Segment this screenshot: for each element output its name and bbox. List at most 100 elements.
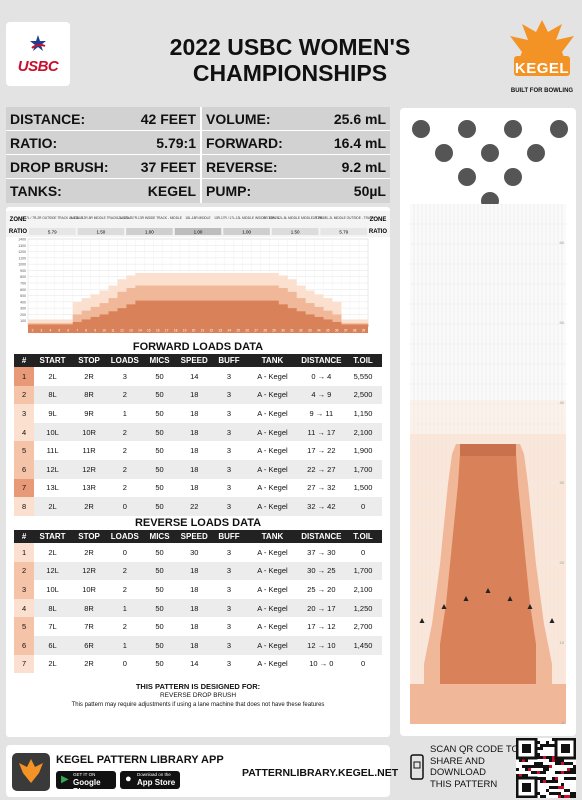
board-label: 12: [120, 329, 124, 333]
profile-bar-base: [359, 324, 369, 327]
profile-bar-base: [90, 316, 100, 327]
table-cell: 14: [190, 659, 199, 669]
spec-value: 9.2 mL: [341, 159, 386, 175]
profile-bar-base: [350, 324, 360, 327]
row-number: 4: [14, 598, 35, 618]
column-header: T.OIL: [344, 354, 382, 367]
board-label: 21: [201, 329, 205, 333]
google-play-button[interactable]: ▶ GET IT ON Google Play: [56, 771, 116, 796]
board-label: 8: [85, 329, 87, 333]
qr-line: DOWNLOAD: [430, 767, 486, 778]
reverse-loads-title: REVERSE LOADS DATA: [134, 517, 262, 529]
design-note-subtitle: REVERSE DROP BRUSH: [159, 692, 237, 699]
table-cell: A - Kegel: [246, 598, 299, 618]
profile-bar-base: [99, 314, 109, 327]
row-number: 8: [14, 497, 35, 516]
profile-bar-base: [278, 304, 288, 327]
table-cell: 30: [190, 547, 199, 557]
spec-label: TANKS:: [10, 183, 62, 199]
table-cell: A - Kegel: [246, 459, 299, 479]
board-label: 23: [219, 329, 223, 333]
spec-value: 5.79:1: [156, 135, 196, 151]
y-tick-label: 200: [20, 313, 26, 317]
app-store-label: App Store: [137, 778, 176, 787]
table-cell: A - Kegel: [257, 483, 288, 493]
design-note-title: THIS PATTERN IS DESIGNED FOR:: [135, 682, 261, 691]
table-cell: A - Kegel: [257, 547, 288, 557]
table-row: 6 6L 6R 1 50 18 3 A - Kegel 12 → 10 1,450: [14, 635, 382, 655]
kegel-app-icon[interactable]: [12, 753, 50, 791]
table-cell: 50: [155, 408, 164, 418]
pin-icon: [550, 120, 568, 138]
qr-section: SCAN QR CODE TO SHARE AND DOWNLOAD THIS …: [404, 738, 576, 800]
pin-icon: [527, 144, 545, 162]
table-cell: 17 → 12: [307, 622, 336, 632]
pattern-library-link[interactable]: PATTERNLIBRARY.KEGEL.NET: [242, 767, 399, 779]
table-cell: 3: [226, 584, 232, 594]
table-cell: 3: [226, 483, 232, 493]
profile-bar-base: [341, 324, 351, 327]
table-cell: 4 → 9: [298, 385, 345, 405]
forward-loads-table: # START STOP LOADS MICS SPEED BUFF TANK DISTANCE…: [14, 354, 382, 516]
table-row: 2 12L 12R 2 50 18 3 A - Kegel 30 → 25 1,700: [14, 561, 382, 581]
board-label: 10: [102, 329, 106, 333]
board-label: 22: [210, 329, 214, 333]
table-row: 7 2L 2R 0 50 14 3 A - Kegel 10 → 0 0: [14, 654, 382, 674]
spec-value: KEGEL: [147, 183, 196, 199]
table-cell: 3: [211, 459, 247, 479]
table-cell: 22 → 27: [298, 459, 345, 479]
qr-code[interactable]: [516, 738, 576, 798]
kegel-logo: KEGEL BUILT FOR BOWLING: [506, 14, 578, 98]
board-label: 13: [129, 329, 133, 333]
zone-name: 2L-7L / 7R-2R OUTSIDE TRACK - MIDDLE: [22, 216, 83, 220]
board-label: 16: [156, 329, 160, 333]
table-cell: 6L: [34, 635, 71, 655]
row-number: 6: [14, 635, 35, 655]
spec-tanks: TANKS: KEGEL: [6, 181, 200, 201]
board-label: 20: [192, 329, 196, 333]
pattern-panel: ZONE RATIO ZONE RATIO 2L-7L / 7R-2R OUTSIDE …: [6, 207, 390, 737]
table-cell: 6R: [70, 635, 108, 655]
board-label: 7: [76, 329, 78, 333]
table-cell: 7R: [84, 622, 94, 632]
table-cell: 18: [190, 622, 199, 632]
table-cell: 50: [142, 598, 177, 618]
board-label: 2: [32, 329, 34, 333]
y-tick-label: 400: [20, 300, 26, 304]
title-line-1: 2022 USBC WOMEN'S: [169, 34, 411, 60]
y-tick-label: 1300: [18, 244, 26, 248]
page-title: 2022 USBC WOMEN'S CHAMPIONSHIPS: [120, 34, 460, 86]
qr-line: SHARE AND: [430, 755, 485, 767]
board-label: 34: [317, 329, 321, 333]
board-label: 25: [236, 329, 240, 333]
board-label: 31: [290, 329, 294, 333]
zone-name: 2R-7R / 7L-2L MIDDLE OUTSIDE - TRACK: [313, 216, 375, 220]
usbc-star-icon: [30, 35, 46, 51]
profile-bar-base: [81, 319, 91, 327]
ratio-cell: [126, 228, 173, 235]
pin-icon: [412, 120, 430, 138]
table-cell: 3: [122, 371, 127, 381]
qr-instructions: SCAN QR CODE TO SHARE AND DOWNLOAD THIS …: [430, 744, 519, 790]
table-cell: 17 → 22: [307, 446, 336, 456]
column-header: T.OIL: [344, 530, 382, 543]
ratio-cell: [271, 228, 319, 235]
table-cell: 18: [176, 635, 212, 655]
row-number: 1: [14, 367, 35, 386]
table-cell: 3: [226, 408, 232, 418]
pin-icon: [504, 168, 522, 186]
table-cell: 50: [155, 622, 164, 632]
spec-value: 16.4 mL: [333, 135, 386, 151]
table-cell: 13L: [46, 483, 59, 493]
app-store-button[interactable]: ● Download on the App Store: [120, 771, 180, 789]
table-cell: 18: [176, 561, 212, 581]
zone-ratio: 1.50: [96, 230, 105, 235]
table-cell: 27 → 32: [307, 483, 336, 493]
pin-icon: [435, 144, 453, 162]
table-cell: 3: [211, 422, 247, 442]
table-cell: A - Kegel: [257, 408, 288, 418]
divider: [6, 154, 390, 155]
table-cell: 2: [107, 422, 143, 442]
table-cell: 10L: [46, 584, 59, 594]
distance-tick: 0: [562, 720, 565, 724]
